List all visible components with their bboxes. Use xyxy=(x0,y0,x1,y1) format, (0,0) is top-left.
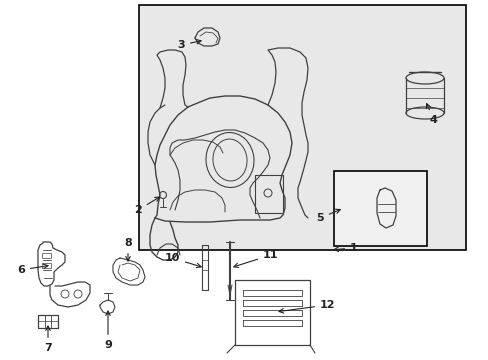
Text: 7: 7 xyxy=(44,326,52,353)
Bar xyxy=(254,175,283,213)
Text: 6: 6 xyxy=(17,264,48,275)
Text: 1: 1 xyxy=(333,243,357,253)
Text: 8: 8 xyxy=(124,238,132,261)
Text: 10: 10 xyxy=(164,253,201,267)
Text: 3: 3 xyxy=(177,40,201,50)
Text: 4: 4 xyxy=(426,104,437,125)
Bar xyxy=(333,171,426,246)
Bar xyxy=(139,5,465,250)
Text: 12: 12 xyxy=(279,300,335,313)
Bar xyxy=(42,263,51,268)
Text: 2: 2 xyxy=(134,197,159,215)
Bar xyxy=(42,253,51,258)
Text: 5: 5 xyxy=(316,209,340,223)
Text: 11: 11 xyxy=(233,250,278,267)
Text: 9: 9 xyxy=(104,311,112,350)
